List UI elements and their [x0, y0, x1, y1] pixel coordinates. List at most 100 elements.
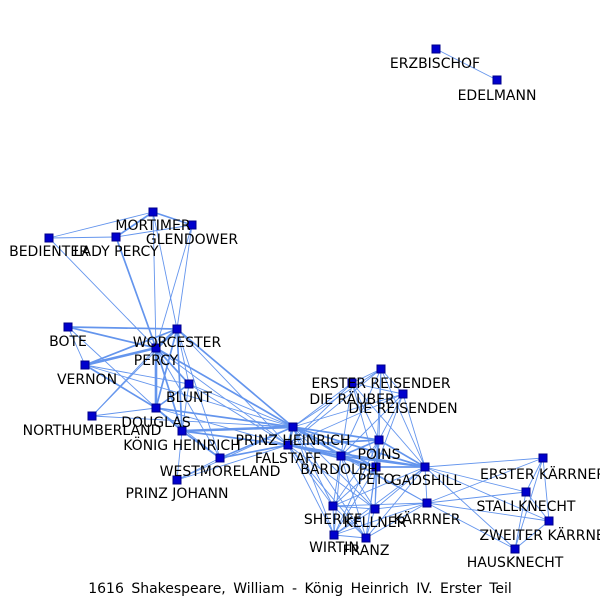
edge-gadshill-sheriff: [332, 466, 426, 507]
node-label-peto: PETO: [358, 472, 395, 488]
node-prinz-heinrich[interactable]: [288, 422, 298, 432]
node-poins[interactable]: [374, 435, 384, 445]
node-die-reisenden[interactable]: [398, 389, 408, 399]
edge-prinz-heinrich-peto: [292, 426, 377, 468]
edge-peto-franz: [365, 466, 377, 539]
node-bote[interactable]: [63, 322, 73, 332]
node-label-bedienter: BEDIENTER: [9, 244, 89, 260]
edge-prinz-heinrich-kellner: [292, 426, 376, 510]
node-zweiter-karrner[interactable]: [544, 516, 554, 526]
node-karrner[interactable]: [422, 498, 432, 508]
graph-caption: 1616 Shakespeare, William - König Heinri…: [88, 581, 512, 597]
edge-worcester-westmoreland: [176, 328, 221, 459]
edge-wirtin-karrner: [333, 502, 428, 536]
node-edelmann[interactable]: [492, 75, 502, 85]
edge-poins-sheriff: [332, 439, 380, 507]
node-blunt[interactable]: [184, 379, 194, 389]
node-bedienter[interactable]: [44, 233, 54, 243]
edge-stallknecht-karrner: [426, 491, 527, 504]
edge-gadshill-hausknecht: [424, 466, 516, 550]
edge-sheriff-wirtin: [332, 505, 335, 536]
edge-gadshill-kellner: [374, 466, 426, 510]
edge-erster-karrner-karrner: [426, 457, 544, 504]
edge-erster-karrner-zweiter-karrner: [542, 457, 550, 522]
node-konig-heinrich[interactable]: [177, 426, 187, 436]
edge-mortimer-percy: [152, 211, 157, 349]
node-stallknecht[interactable]: [521, 487, 531, 497]
node-lady-percy[interactable]: [111, 232, 121, 242]
edge-bote-vernon: [67, 326, 86, 366]
edge-bardolph-sheriff: [332, 455, 342, 507]
node-erster-karrner[interactable]: [538, 453, 548, 463]
edge-falstaff-die-reisenden: [287, 393, 404, 446]
edge-blunt-konig-heinrich: [181, 383, 190, 432]
node-label-vernon: VERNON: [57, 372, 117, 388]
edge-percy-prinz-heinrich: [155, 347, 294, 428]
edge-layer: [48, 48, 550, 550]
node-westmoreland[interactable]: [215, 453, 225, 463]
node-erzbischof[interactable]: [431, 44, 441, 54]
node-vernon[interactable]: [80, 360, 90, 370]
node-label-karrner: KÄRRNER: [393, 510, 460, 528]
edge-bote-worcester: [67, 326, 178, 330]
edge-percy-northumberland: [91, 347, 157, 417]
edge-franz-karrner: [365, 502, 428, 539]
edge-falstaff-sheriff: [287, 444, 334, 507]
node-label-wirtin: WIRTIN: [309, 540, 359, 556]
edge-worcester-blunt: [176, 328, 190, 385]
edge-gadshill-karrner: [424, 466, 428, 504]
edge-zweiter-karrner-karrner: [426, 502, 550, 522]
node-label-bote: BOTE: [49, 334, 87, 350]
edge-douglas-northumberland: [91, 407, 157, 417]
edge-peto-wirtin: [333, 466, 377, 536]
node-sheriff[interactable]: [328, 501, 338, 511]
edge-mortimer-bedienter: [48, 211, 154, 239]
edge-worcester-konig-heinrich: [176, 328, 183, 432]
edge-lady-percy-percy: [115, 236, 157, 349]
node-gadshill[interactable]: [420, 462, 430, 472]
node-label-gadshill: GADSHILL: [391, 473, 462, 489]
node-percy[interactable]: [151, 343, 161, 353]
node-worcester[interactable]: [172, 324, 182, 334]
node-label-kellner: KELLNER: [344, 515, 407, 531]
node-franz[interactable]: [361, 533, 371, 543]
edge-die-rauber-die-reisenden: [351, 382, 404, 395]
node-bardolph[interactable]: [336, 451, 346, 461]
edge-worcester-prinz-heinrich: [176, 328, 294, 428]
edge-konig-heinrich-falstaff: [181, 430, 289, 446]
node-glendower[interactable]: [187, 220, 197, 230]
node-douglas[interactable]: [151, 403, 161, 413]
edge-prinz-heinrich-gadshill: [292, 426, 426, 468]
node-label-douglas: DOUGLAS: [121, 415, 191, 431]
node-erster-reisender[interactable]: [376, 364, 386, 374]
edge-bardolph-wirtin: [333, 455, 342, 536]
edge-percy-konig-heinrich: [155, 347, 183, 432]
edge-erster-karrner-hausknecht: [514, 457, 544, 550]
node-falstaff[interactable]: [283, 440, 293, 450]
edge-sheriff-franz: [332, 505, 367, 539]
edge-glendower-lady-percy: [115, 224, 193, 238]
node-label-sheriff: SHERIFF: [304, 512, 362, 528]
edge-die-reisenden-bardolph: [340, 393, 404, 457]
node-kellner[interactable]: [370, 504, 380, 514]
edge-konig-heinrich-prinz-johann: [176, 430, 183, 481]
edge-poins-gadshill: [378, 439, 426, 468]
node-peto[interactable]: [371, 462, 381, 472]
node-wirtin[interactable]: [329, 530, 339, 540]
node-mortimer[interactable]: [148, 207, 158, 217]
node-die-rauber[interactable]: [347, 378, 357, 388]
node-northumberland[interactable]: [87, 411, 97, 421]
node-label-lady-percy: LADY PERCY: [73, 244, 159, 260]
edge-karrner-hausknecht: [426, 502, 516, 550]
edge-die-reisenden-poins: [378, 393, 404, 441]
edge-falstaff-erster-reisender: [287, 368, 382, 446]
edge-bardolph-peto: [340, 455, 377, 468]
edge-bote-percy: [67, 326, 157, 349]
node-prinz-johann[interactable]: [172, 475, 182, 485]
edge-erster-reisender-gadshill: [380, 368, 426, 468]
edge-gadshill-stallknecht: [424, 466, 527, 493]
edge-falstaff-poins: [287, 439, 380, 446]
edge-bardolph-kellner: [340, 455, 376, 510]
node-hausknecht[interactable]: [510, 544, 520, 554]
